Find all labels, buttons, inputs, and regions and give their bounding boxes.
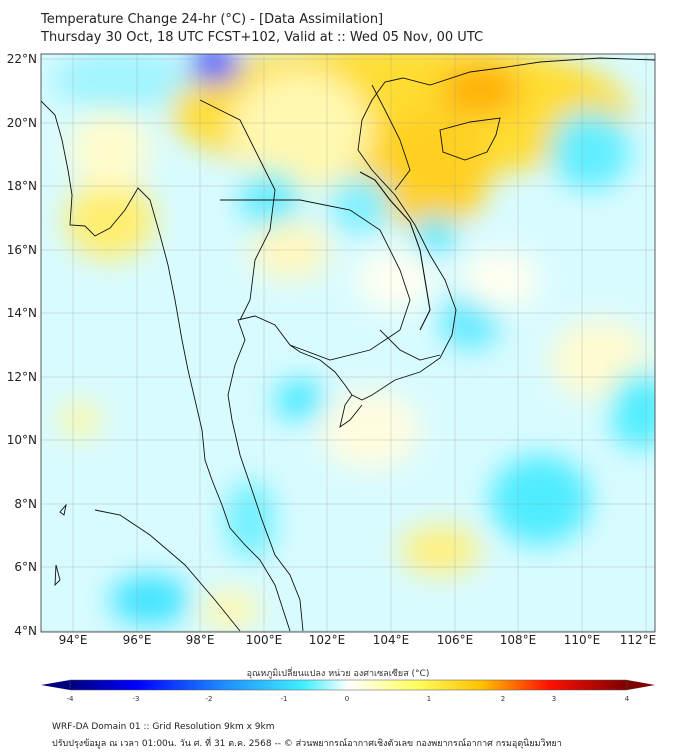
lat-label: 10°N [6, 433, 37, 447]
lat-label: 8°N [14, 497, 37, 511]
footer-credit: ปรับปรุงข้อมูล ณ เวลา 01:00น. วัน ศ. ที่… [52, 739, 562, 749]
colorbar-tick: 4 [624, 695, 630, 703]
graticule [41, 54, 655, 632]
lat-label: 16°N [6, 243, 37, 257]
lon-label: 110°E [563, 633, 601, 647]
colorbar-gradient [70, 680, 627, 690]
colorbar-tick: -2 [205, 695, 213, 703]
map-frame [40, 53, 656, 633]
lon-label: 96°E [122, 633, 152, 647]
colorbar-tick: -4 [66, 695, 74, 703]
colorbar-title: อุณหภูมิเปลี่ยนแปลง หน่วย องศาเซลเซียส (… [246, 669, 430, 679]
colorbar-tick: -3 [132, 695, 140, 703]
lon-label: 108°E [499, 633, 537, 647]
footer-model-info: WRF-DA Domain 01 :: Grid Resolution 9km … [52, 722, 275, 732]
lon-label: 102°E [308, 633, 346, 647]
lat-label: 22°N [6, 52, 37, 66]
lat-label: 12°N [6, 370, 37, 384]
lat-label: 20°N [6, 116, 37, 130]
colorbar-tick: 3 [551, 695, 557, 703]
lat-label: 4°N [14, 624, 37, 638]
chart-title: Temperature Change 24-hr (°C) - [Data As… [41, 12, 384, 27]
field-layer [41, 54, 655, 632]
lat-label: 14°N [6, 306, 37, 320]
lon-label: 94°E [58, 633, 88, 647]
lat-label: 6°N [14, 560, 37, 574]
lon-label: 106°E [436, 633, 474, 647]
lon-label: 100°E [245, 633, 283, 647]
lon-label: 98°E [185, 633, 215, 647]
coastlines [41, 57, 655, 632]
chart-subtitle: Thursday 30 Oct, 18 UTC FCST+102, Valid … [41, 30, 484, 45]
lon-label: 104°E [372, 633, 410, 647]
lat-label: 18°N [6, 179, 37, 193]
colorbar-tick: 1 [426, 695, 432, 703]
colorbar-tick: 0 [344, 695, 350, 703]
lon-label: 112°E [619, 633, 657, 647]
colorbar-min-arrow [41, 680, 70, 690]
colorbar-max-arrow [627, 680, 655, 690]
colorbar-tick: -1 [280, 695, 288, 703]
colorbar-tick: 2 [500, 695, 506, 703]
colorbar [41, 679, 655, 691]
